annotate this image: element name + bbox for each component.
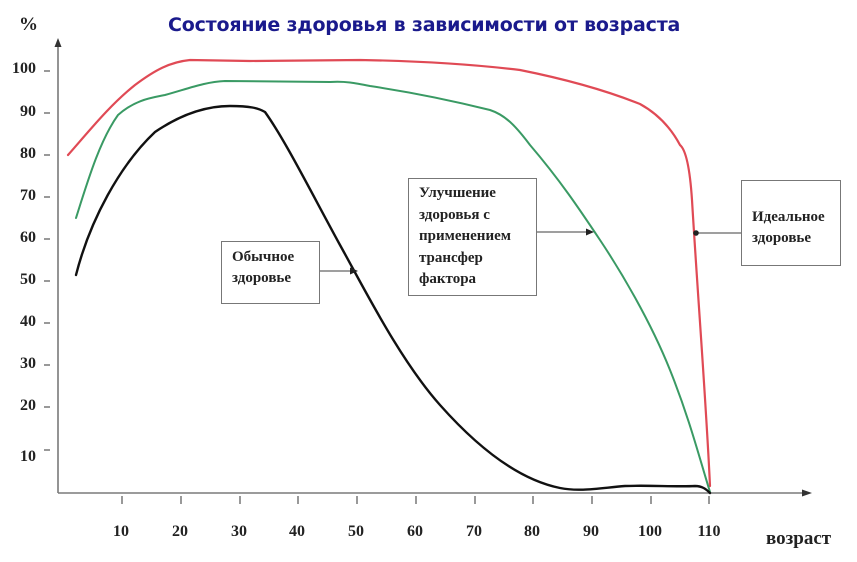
axes [57,46,803,494]
chart-title: Состояние здоровья в зависимости от возр… [168,14,681,36]
x-tick-label: 60 [407,523,423,540]
x-tick-label: 90 [583,523,599,540]
x-tick-marks [121,496,710,504]
x-tick-label: 70 [466,523,482,540]
y-tick-label: 60 [20,229,36,246]
annotation-line: применением [419,228,511,244]
annotation-improved-health: Улучшение здоровья с применением трансфе… [408,178,537,296]
annotation-line: здоровье [752,230,812,246]
y-tick-label: 80 [20,145,36,162]
y-tick-label: 20 [20,397,36,414]
x-tick-label: 110 [697,523,721,540]
y-tick-label: 70 [20,187,36,204]
x-tick-label: 100 [638,523,662,540]
series-improved-health-line [75,79,711,493]
y-tick-marks [44,70,50,451]
y-axis-arrow-icon [54,38,62,47]
arrow-head-icon [586,228,594,236]
y-tick-label: 100 [12,60,36,77]
y-tick-label: 30 [20,355,36,372]
annotation-ordinary-health: Обычное здоровье [221,241,320,304]
series-ideal-health-line [66,58,712,488]
anchor-dot-icon [693,230,699,236]
x-tick-label: 50 [348,523,364,540]
y-tick-label: 90 [20,103,36,120]
annotation-line: Улучшение [419,185,496,201]
x-tick-label: 30 [231,523,247,540]
y-tick-label: 10 [20,448,36,465]
x-axis-label: возраст [766,528,832,549]
arrow-head-icon [350,267,358,275]
x-tick-label: 20 [172,523,188,540]
annotation-line: Идеальное [752,209,825,225]
annotation-line: трансфер [419,249,483,266]
annotation-line: здоровье [232,270,292,286]
x-tick-label: 80 [524,523,540,540]
annotation-line: Обычное [232,249,295,265]
annotation-line: фактора [419,271,477,287]
annotation-connectors [320,231,742,272]
y-tick-label: 40 [20,313,36,330]
y-axis-unit-label: % [19,14,38,35]
x-axis-arrow-icon [802,489,812,497]
series-ordinary-health-line [74,104,712,495]
annotation-line: здоровья с [419,206,490,223]
x-tick-label: 10 [113,523,129,540]
y-tick-label: 50 [20,271,36,288]
annotation-ideal-health: Идеальное здоровье [741,180,841,266]
x-tick-label: 40 [289,523,305,540]
